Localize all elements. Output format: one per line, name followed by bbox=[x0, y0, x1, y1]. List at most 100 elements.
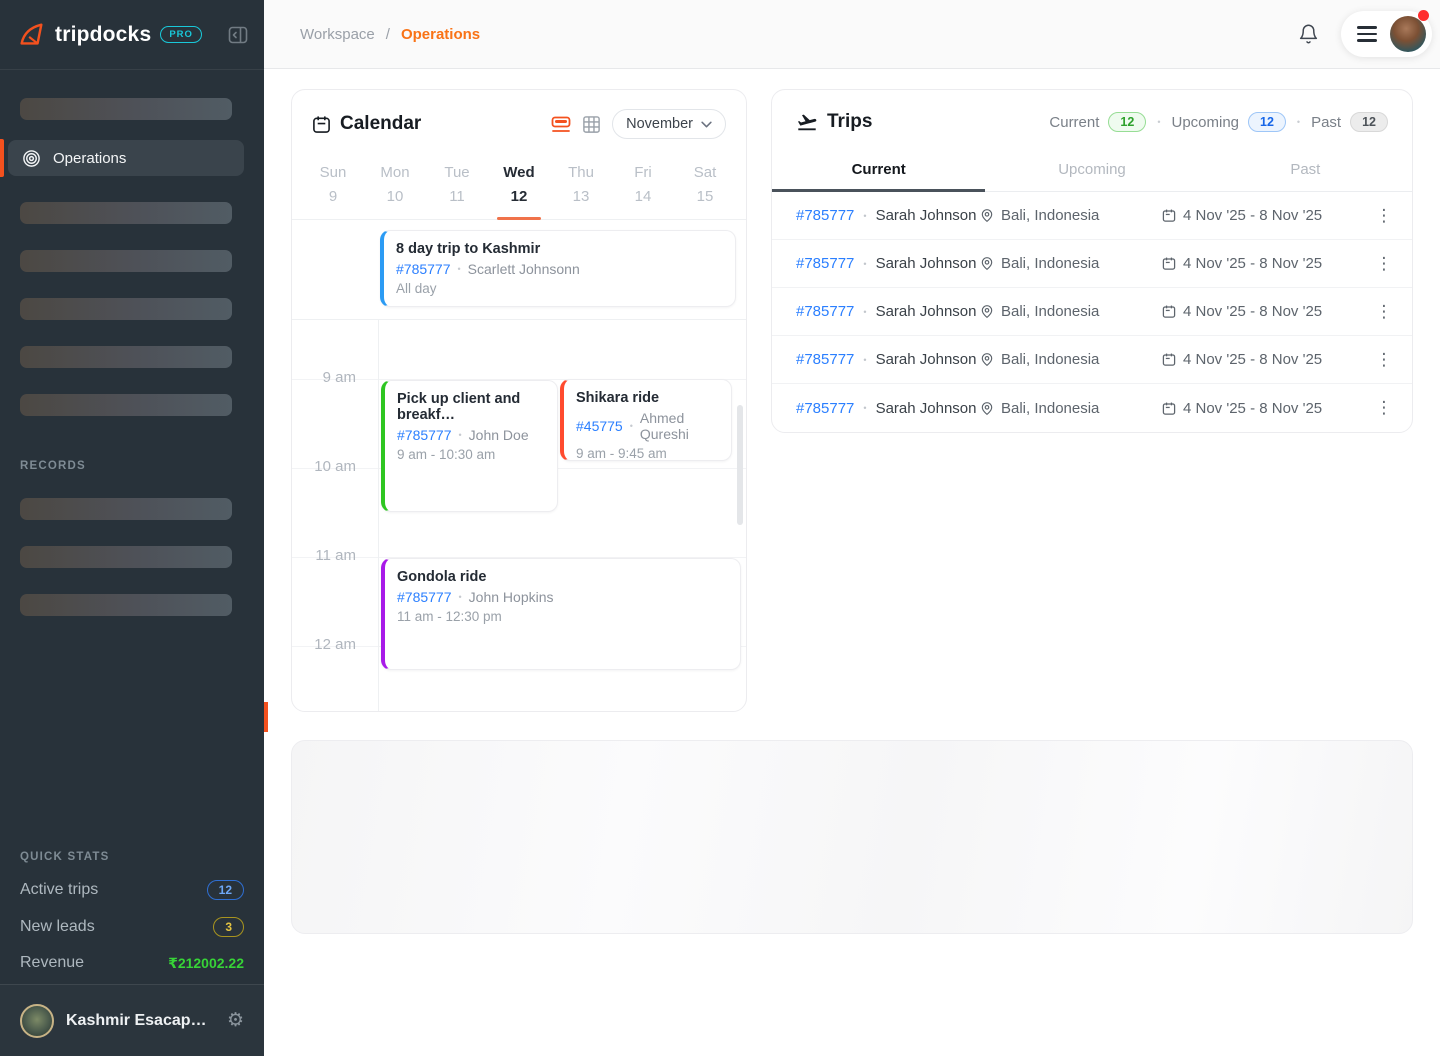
trip-dates: 4 Nov '25 - 8 Nov '25 bbox=[1183, 351, 1323, 368]
trip-row[interactable]: #785777 • Sarah Johnson Bali, Indonesia … bbox=[772, 336, 1412, 384]
sidebar-collapse-icon[interactable] bbox=[228, 25, 248, 45]
sidebar-item-label: Operations bbox=[53, 149, 127, 167]
user-name: Kashmir Esacap… bbox=[66, 1011, 207, 1029]
filter-past[interactable]: Past 12 bbox=[1311, 112, 1388, 132]
settings-gear-icon[interactable]: ⚙ bbox=[226, 1010, 244, 1031]
trip-ref-link[interactable]: #785777 bbox=[796, 303, 855, 320]
date-range-icon bbox=[1162, 353, 1176, 366]
row-menu-kebab-icon[interactable]: ⋮ bbox=[1375, 398, 1393, 417]
trip-ref-link[interactable]: #785777 bbox=[796, 351, 855, 368]
stat-label: Active trips bbox=[20, 881, 99, 898]
event-title: Shikara ride bbox=[576, 390, 660, 406]
calendar-icon bbox=[313, 115, 330, 133]
all-day-section: 8 day trip to Kashmir #785777 • Scarlett… bbox=[292, 220, 746, 320]
calendar-event-gondola[interactable]: Gondola ride #785777 • John Hopkins 11 a… bbox=[381, 558, 741, 670]
event-trip-ref[interactable]: #785777 bbox=[397, 427, 452, 443]
day-view-icon bbox=[551, 116, 571, 132]
event-title: Gondola ride bbox=[397, 569, 487, 585]
row-menu-kebab-icon[interactable]: ⋮ bbox=[1375, 349, 1393, 369]
tab-upcoming[interactable]: Upcoming bbox=[1058, 161, 1126, 178]
calendar-event-pickup[interactable]: Pick up client and breakf… #785777 • Joh… bbox=[381, 380, 558, 512]
trips-tabs: Current Upcoming Past bbox=[772, 150, 1412, 192]
trip-row[interactable]: #785777 • Sarah Johnson Bali, Indonesia … bbox=[772, 384, 1412, 432]
past-count-badge: 12 bbox=[1350, 112, 1388, 132]
records-skeleton-item bbox=[20, 546, 232, 568]
event-person: John Hopkins bbox=[468, 589, 554, 605]
row-menu-kebab-icon[interactable]: ⋮ bbox=[1375, 253, 1393, 273]
calendar-event-all-day[interactable]: 8 day trip to Kashmir #785777 • Scarlett… bbox=[380, 230, 736, 307]
scroll-accent-bar bbox=[264, 702, 268, 732]
trip-dates: 4 Nov '25 - 8 Nov '25 bbox=[1183, 255, 1323, 272]
trip-person: Sarah Johnson bbox=[875, 399, 977, 417]
day-column-tue[interactable]: Tue 11 bbox=[444, 164, 470, 205]
chevron-down-icon bbox=[701, 121, 712, 127]
tab-current[interactable]: Current bbox=[772, 150, 986, 192]
date-range-icon bbox=[1162, 257, 1176, 270]
day-column-thu[interactable]: Thu 13 bbox=[568, 164, 594, 205]
date-range-icon bbox=[1162, 305, 1176, 318]
location-pin-icon bbox=[981, 305, 993, 319]
month-select[interactable]: November bbox=[612, 109, 726, 139]
records-skeleton-item bbox=[20, 498, 232, 520]
stat-new-leads: New leads 3 bbox=[20, 917, 244, 937]
trip-ref-link[interactable]: #785777 bbox=[796, 399, 855, 417]
trip-location: Bali, Indonesia bbox=[1001, 255, 1100, 272]
calendar-title: Calendar bbox=[340, 113, 422, 134]
active-trips-count-badge: 12 bbox=[206, 880, 244, 900]
location-pin-icon bbox=[981, 353, 993, 367]
trip-person: Sarah Johnson bbox=[875, 207, 977, 224]
event-trip-ref[interactable]: #785777 bbox=[396, 261, 451, 277]
calendar-title-row: Calendar bbox=[312, 113, 421, 135]
event-time: All day bbox=[396, 281, 437, 296]
event-person: Scarlett Johnsonn bbox=[467, 261, 580, 277]
day-column-fri[interactable]: Fri 14 bbox=[634, 164, 652, 205]
brand-name: tripdocks bbox=[55, 22, 152, 46]
day-column-mon[interactable]: Mon 10 bbox=[380, 164, 410, 205]
time-grid: 9 am 10 am 11 am 12 am Pick up client an… bbox=[292, 320, 746, 711]
event-trip-ref[interactable]: #45775 bbox=[576, 418, 623, 434]
day-column-wed-active[interactable]: Wed 12 bbox=[488, 158, 550, 219]
breadcrumb-separator: / bbox=[385, 25, 390, 43]
trip-dates: 4 Nov '25 - 8 Nov '25 bbox=[1183, 207, 1323, 224]
event-trip-ref[interactable]: #785777 bbox=[397, 589, 452, 605]
event-title: Pick up client and breakf… bbox=[397, 391, 521, 423]
account-menu[interactable] bbox=[1341, 10, 1432, 57]
calendar-scrollbar[interactable] bbox=[737, 405, 743, 525]
filter-current[interactable]: Current 12 bbox=[1049, 112, 1147, 132]
trip-row[interactable]: #785777 • Sarah Johnson Bali, Indonesia … bbox=[772, 240, 1412, 288]
trip-ref-link[interactable]: #785777 bbox=[796, 255, 855, 272]
trip-row[interactable]: #785777 • Sarah Johnson Bali, Indonesia … bbox=[772, 288, 1412, 336]
tab-past[interactable]: Past bbox=[1290, 161, 1321, 178]
sidebar-item-operations[interactable]: Operations bbox=[0, 139, 244, 177]
trips-card: Trips Current 12 • Upcoming 12 bbox=[771, 89, 1413, 433]
pro-badge: PRO bbox=[160, 26, 202, 43]
row-menu-kebab-icon[interactable]: ⋮ bbox=[1375, 205, 1393, 225]
loading-panel-skeleton bbox=[291, 740, 1413, 934]
stat-active-trips: Active trips 12 bbox=[20, 880, 244, 900]
trip-ref-link[interactable]: #785777 bbox=[796, 207, 855, 224]
records-label: RECORDS bbox=[20, 460, 86, 472]
trip-filters: Current 12 • Upcoming 12 • Past bbox=[1049, 112, 1388, 132]
time-label: 12 am bbox=[314, 636, 356, 653]
month-grid-toggle[interactable] bbox=[582, 115, 601, 134]
day-column-sun[interactable]: Sun 9 bbox=[319, 164, 347, 205]
trip-row[interactable]: #785777 • Sarah Johnson Bali, Indonesia … bbox=[772, 192, 1412, 240]
breadcrumb-workspace[interactable]: Workspace bbox=[300, 25, 375, 43]
day-view-toggle[interactable] bbox=[551, 116, 571, 133]
location-pin-icon bbox=[981, 257, 993, 271]
nav-skeleton-item bbox=[20, 298, 232, 320]
row-menu-kebab-icon[interactable]: ⋮ bbox=[1375, 301, 1393, 321]
trips-table: #785777 • Sarah Johnson Bali, Indonesia … bbox=[772, 192, 1412, 432]
filter-upcoming[interactable]: Upcoming 12 bbox=[1171, 112, 1286, 132]
notifications-bell-icon[interactable] bbox=[1298, 23, 1319, 45]
notification-dot bbox=[1418, 10, 1429, 21]
user-bar[interactable]: Kashmir Esacap… ⚙ bbox=[0, 984, 264, 1056]
day-column-sat[interactable]: Sat 15 bbox=[693, 164, 717, 205]
logo-row[interactable]: tripdocks PRO bbox=[0, 0, 264, 70]
calendar-event-shikara[interactable]: Shikara ride #45775 • Ahmed Qureshi 9 am… bbox=[560, 379, 732, 461]
trip-dates: 4 Nov '25 - 8 Nov '25 bbox=[1183, 303, 1323, 320]
stat-label: New leads bbox=[20, 918, 95, 935]
main-region: Workspace / Operations bbox=[264, 0, 1440, 1056]
month-select-value: November bbox=[626, 116, 693, 132]
